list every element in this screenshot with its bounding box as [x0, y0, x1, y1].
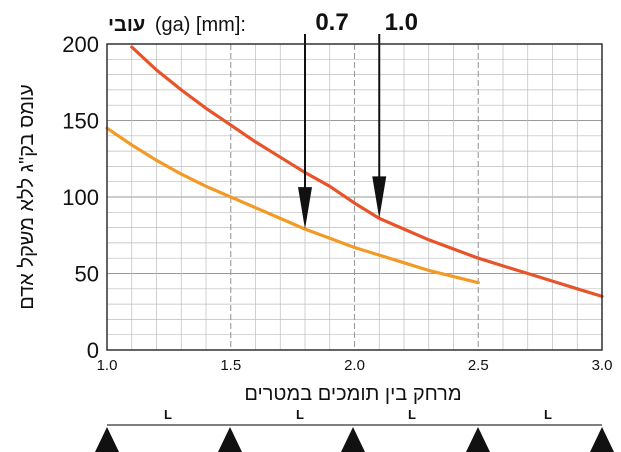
support-triangle: [95, 427, 119, 452]
x-tick-label: 3.0: [592, 357, 613, 374]
x-tick-label: 2.0: [344, 357, 365, 374]
span-label: L: [544, 407, 552, 422]
grid: [107, 44, 602, 350]
span-label: L: [408, 407, 416, 422]
x-tick-label: 1.5: [220, 357, 241, 374]
support-triangle: [466, 427, 490, 452]
marker-arrow-head: [298, 187, 312, 230]
y-tick-label: 200: [62, 32, 99, 57]
support-triangle: [218, 427, 242, 452]
marker-arrow-head: [372, 176, 387, 219]
y-tick-label: 150: [62, 109, 99, 134]
x-tick-label: 1.0: [97, 357, 118, 374]
y-tick-label: 50: [75, 262, 99, 287]
series-lines: [105, 45, 604, 298]
x-tick-label: 2.5: [468, 357, 489, 374]
thickness-markers: [298, 34, 387, 230]
tick-labels: 0 50 100 150 200 1.0 1.5 2.0 2.5 3.0: [62, 32, 612, 374]
plot-frame: [106, 43, 603, 351]
support-triangle: [341, 427, 365, 452]
marker-label-1-0: 1.0: [385, 9, 418, 36]
y-tick-label: 100: [62, 185, 99, 210]
y-tick-label: 0: [87, 338, 99, 363]
series-line-1-0: [130, 45, 604, 298]
y-axis-label: עומס בק"ג ללא משקל אדם: [16, 84, 38, 310]
marker-label-0-7: 0.7: [315, 9, 348, 36]
span-label: L: [296, 407, 304, 422]
thickness-label: עובי (ga) [mm]:: [108, 14, 246, 36]
series-line-0-7: [105, 126, 480, 285]
support-triangle: [590, 427, 614, 452]
thickness-label-rest: (ga) [mm]:: [155, 14, 246, 36]
x-axis-label: מרחק בין תומכים במטרים: [244, 383, 461, 405]
thickness-label-bold: עובי: [108, 14, 145, 36]
span-label: L: [164, 407, 172, 422]
